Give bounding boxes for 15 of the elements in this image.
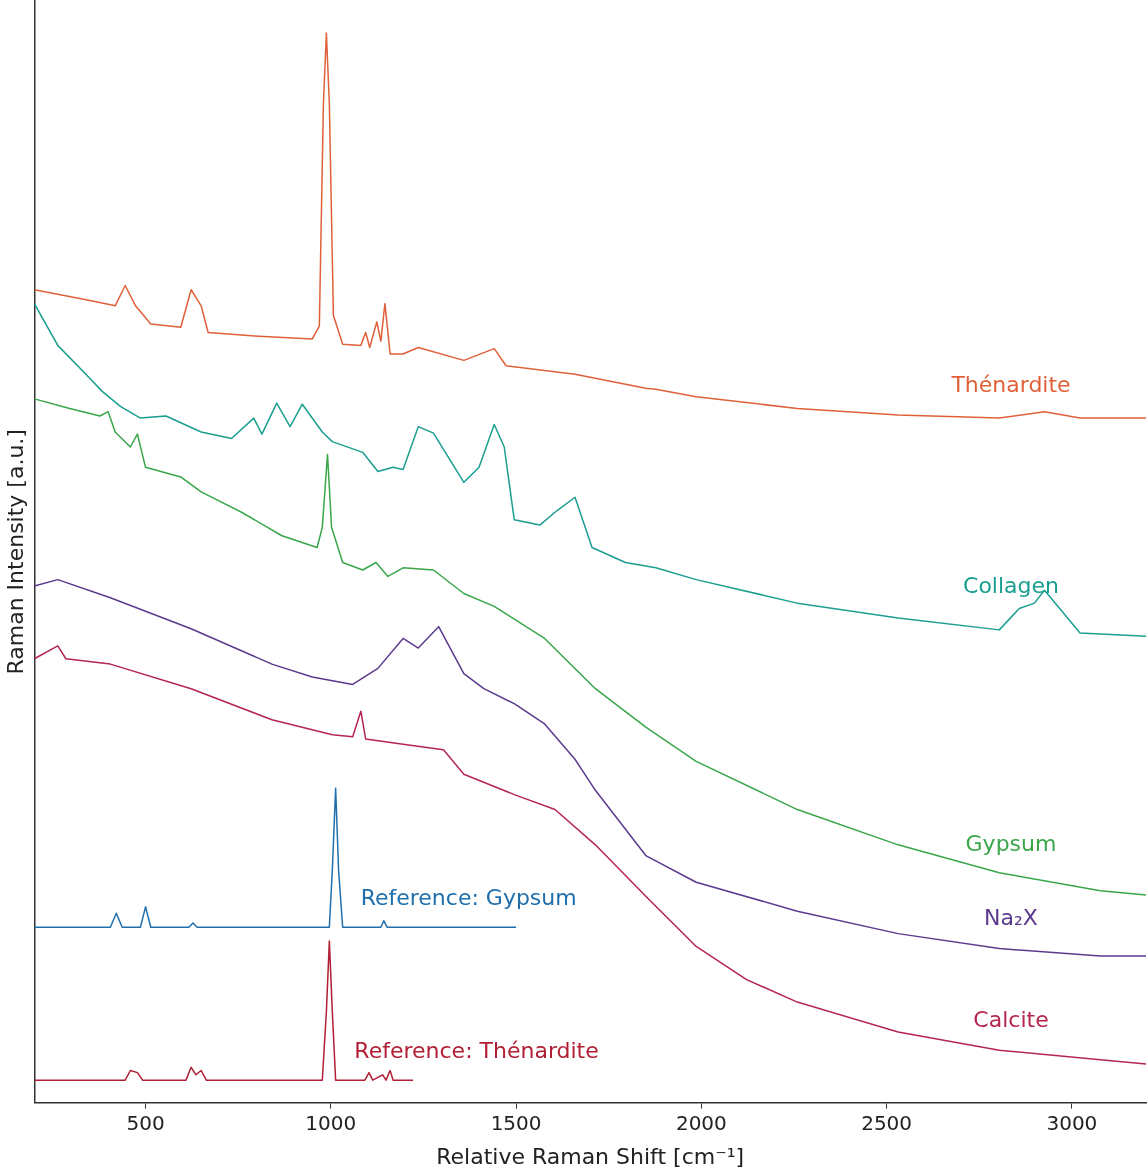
series-label: Gypsum <box>965 830 1057 856</box>
y-axis-title: Raman Intensity [a.u.] <box>2 429 28 675</box>
series-label: Na₂X <box>984 905 1038 931</box>
x-tick-label: 500 <box>126 1110 165 1135</box>
series-label: Calcite <box>973 1007 1049 1033</box>
x-tick-label: 1500 <box>490 1110 542 1135</box>
x-tick-label: 2500 <box>861 1110 913 1135</box>
x-tick-label: 2000 <box>675 1110 727 1135</box>
series-label: Reference: Gypsum <box>360 885 577 911</box>
series-label: Reference: Thénardite <box>354 1038 599 1064</box>
series-label: Collagen <box>963 573 1059 599</box>
series-label: Thénardite <box>950 372 1071 398</box>
x-tick-label: 3000 <box>1046 1110 1098 1135</box>
x-tick-label: 1000 <box>305 1110 357 1135</box>
x-axis-title: Relative Raman Shift [cm⁻¹] <box>436 1143 745 1169</box>
